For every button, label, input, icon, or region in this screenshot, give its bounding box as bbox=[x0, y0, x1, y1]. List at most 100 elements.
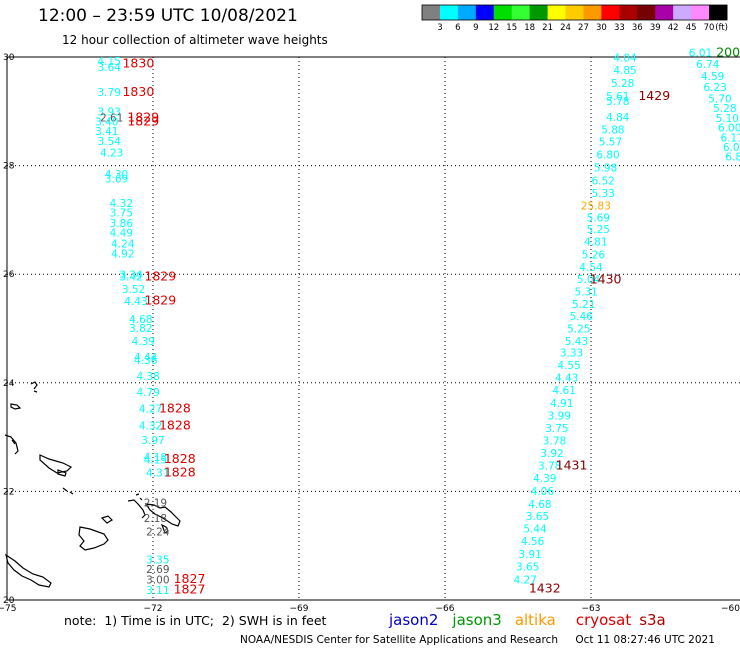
wave-height-label: 5.26 bbox=[582, 249, 606, 261]
longitude-tick-label: −60 bbox=[721, 604, 740, 614]
island-shape bbox=[4, 434, 19, 455]
wave-height-label: 4.49 bbox=[110, 228, 133, 240]
wave-height-label: 5.33 bbox=[591, 188, 614, 200]
pass-time-label: 1829 bbox=[144, 293, 176, 308]
wave-height-label: 6.00 bbox=[718, 122, 740, 134]
generated-timestamp: Oct 11 08:27:46 UTC 2021 bbox=[575, 634, 715, 646]
wave-height-label: 4.61 bbox=[553, 385, 576, 397]
pass-time-label: 1830 bbox=[122, 55, 154, 70]
satellite-legend-altika: altika bbox=[514, 611, 556, 629]
wave-height-label: 4.79 bbox=[136, 387, 159, 399]
satellite-legend: jason2 jason3 altika cryosat s3a bbox=[389, 610, 666, 629]
wave-height-label: 2.69 bbox=[146, 564, 169, 576]
longitude-tick-label: −75 bbox=[0, 604, 17, 614]
colorbar-swatch bbox=[422, 5, 441, 20]
colorbar-tick-label: 33 bbox=[614, 23, 625, 33]
island-shape bbox=[30, 381, 38, 393]
colorbar-swatch bbox=[565, 5, 584, 20]
wave-height-label: 6.52 bbox=[591, 176, 614, 188]
pass-time-label: 1429 bbox=[638, 88, 670, 103]
colorbar-swatch bbox=[601, 5, 620, 20]
wave-height-label: 6.00 bbox=[723, 142, 740, 154]
island-shape bbox=[144, 503, 181, 527]
wave-height-label: 3.54 bbox=[98, 136, 122, 148]
wave-height-label: 6.23 bbox=[703, 82, 726, 94]
wave-height-label: 4.32 bbox=[110, 198, 133, 210]
colorbar-tick-label: 12 bbox=[488, 23, 499, 33]
wave-height-label: 25.83 bbox=[581, 201, 611, 213]
wave-height-label: 3.65 bbox=[516, 562, 539, 574]
wave-height-label: 4.54 bbox=[579, 262, 603, 274]
wave-height-label: 3.40 bbox=[95, 116, 118, 128]
island-shape bbox=[160, 523, 169, 534]
satellite-legend-s3a: s3a bbox=[639, 611, 666, 629]
latitude-tick-label: 28 bbox=[3, 162, 15, 172]
wave-height-label: 4.36 bbox=[134, 355, 158, 367]
wave-height-label: 4.27 bbox=[514, 575, 537, 587]
colorbar-swatch bbox=[619, 5, 638, 20]
colorbar-swatch bbox=[529, 5, 549, 20]
wave-height-label: 3.42 bbox=[119, 272, 142, 284]
colorbar-swatch bbox=[439, 5, 459, 20]
wave-height-label: 4.85 bbox=[613, 65, 636, 77]
wave-height-label: 5.21 bbox=[572, 299, 595, 311]
pass-time-label: 1827 bbox=[174, 571, 206, 586]
colorbar-border bbox=[421, 4, 728, 21]
wave-height-label: 4.59 bbox=[701, 71, 724, 83]
latitude-tick-label: 20 bbox=[3, 596, 15, 606]
wave-height-label: 4.38 bbox=[136, 371, 159, 383]
satellite-legend-cryosat: cryosat bbox=[575, 611, 632, 629]
colorbar-tick-label: 45 bbox=[686, 23, 697, 33]
wave-height-label: 6.80 bbox=[725, 152, 740, 164]
coastline-islands bbox=[4, 381, 181, 588]
axis-tick-labels: −75 −72 −69 −66 −63 −60 30 28 26 24 22 20 bbox=[0, 53, 740, 614]
colorbar-swatch bbox=[547, 5, 567, 20]
satellite-legend-jason3: jason3 bbox=[452, 611, 502, 629]
wave-height-label: 3.99 bbox=[548, 411, 571, 423]
wave-height-label: 4.43 bbox=[124, 296, 147, 308]
pass-time-label: 1432 bbox=[529, 580, 561, 595]
pass-time-label: 1828 bbox=[164, 465, 196, 480]
wave-height-label: 5.10 bbox=[716, 113, 739, 125]
wave-height-label: 3.79 bbox=[98, 87, 121, 99]
wave-height-label: 5.28 bbox=[713, 103, 736, 115]
wave-height-label: 5.46 bbox=[570, 311, 594, 323]
island-shape bbox=[10, 403, 22, 410]
colorbar-tick-label: 15 bbox=[506, 23, 517, 33]
wave-height-label: 3.41 bbox=[95, 126, 118, 138]
wave-height-label: 3.64 bbox=[98, 62, 122, 74]
plot-frame bbox=[6, 56, 740, 601]
credit-text: NOAA/NESDIS Center for Satellite Applica… bbox=[240, 634, 558, 646]
wave-height-label: 5.31 bbox=[574, 286, 597, 298]
wave-height-label: 5.70 bbox=[708, 94, 731, 106]
wave-height-labels: 4.153.643.793.932.613.403.413.544.234.30… bbox=[95, 47, 740, 597]
pass-time-labels: 1830183018291829182918291828182818281828… bbox=[122, 44, 740, 596]
wave-height-label: 4.06 bbox=[531, 486, 555, 498]
wave-height-label: 5.43 bbox=[565, 336, 588, 348]
island-shape bbox=[100, 515, 113, 524]
wave-height-label: 4.44 bbox=[134, 352, 158, 364]
wave-height-label: 5.69 bbox=[587, 213, 610, 225]
wave-height-label: 3.65 bbox=[526, 511, 549, 523]
colorbar-swatch bbox=[583, 5, 602, 20]
colorbar-tick-label: 36 bbox=[632, 23, 643, 33]
wave-height-label: 4.27 bbox=[139, 404, 162, 416]
island-shape bbox=[5, 553, 52, 588]
pass-time-label: 1828 bbox=[159, 417, 191, 432]
colorbar-tick-label: 9 bbox=[473, 23, 478, 33]
longitude-tick-label: −66 bbox=[436, 604, 455, 614]
colorbar-tick-label: 6 bbox=[455, 23, 460, 33]
satellite-legend-jason2: jason2 bbox=[389, 611, 439, 629]
wave-height-label: 3.92 bbox=[540, 448, 563, 460]
wave-height-label: 3.35 bbox=[146, 555, 169, 567]
pass-time-label: 1431 bbox=[556, 458, 588, 473]
colorbar-tick-label: 18 bbox=[524, 23, 535, 33]
wave-height-label: 4.55 bbox=[557, 360, 580, 372]
colorbar-swatch bbox=[691, 5, 710, 20]
island-shape bbox=[62, 487, 74, 495]
wave-height-label: 3.78 bbox=[543, 436, 566, 448]
wave-height-label: 4.68 bbox=[528, 499, 551, 511]
wave-height-label: 4.04 bbox=[613, 52, 637, 64]
pass-time-label: 1829 bbox=[144, 269, 176, 284]
colorbar-swatch bbox=[673, 5, 692, 20]
